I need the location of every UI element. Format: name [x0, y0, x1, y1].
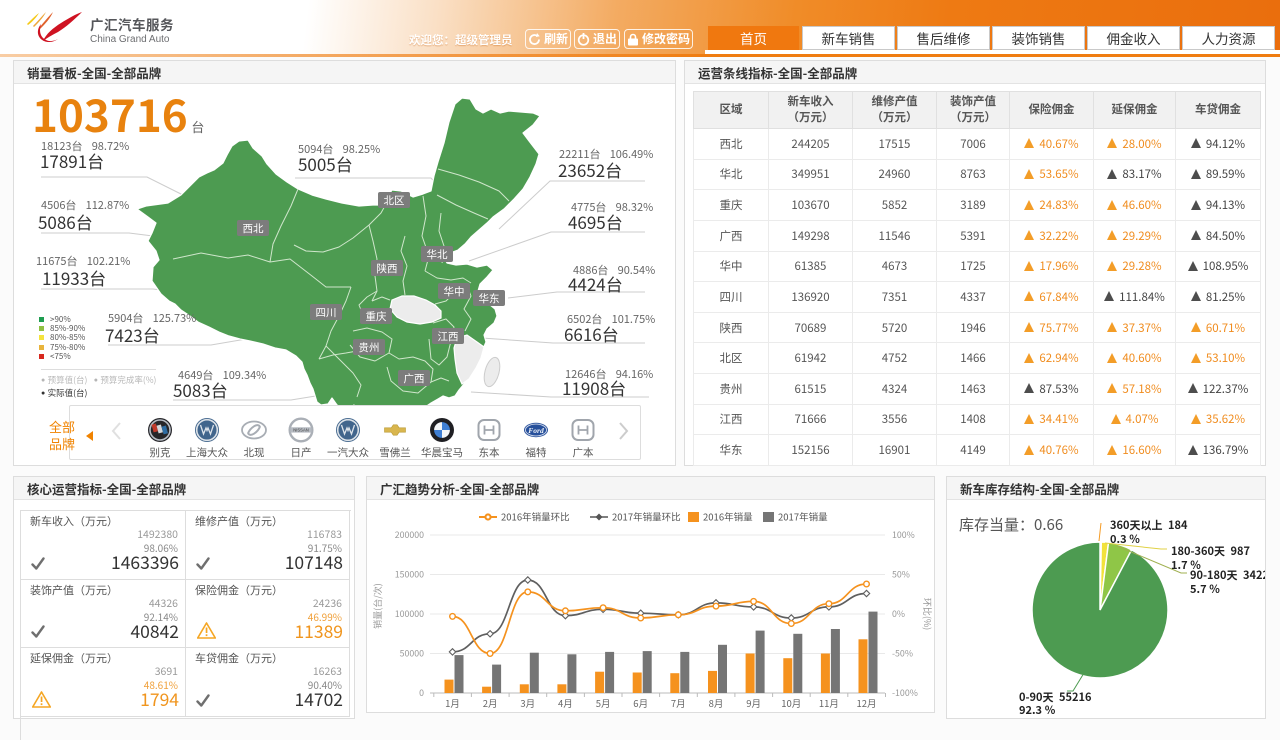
svg-text:0-90天 55216: 0-90天 55216: [1019, 689, 1092, 705]
svg-text:0%: 0%: [892, 607, 905, 620]
svg-text:NISSAN: NISSAN: [293, 427, 309, 432]
svg-text:Ford: Ford: [528, 426, 544, 435]
svg-text:2017年销量: 2017年销量: [778, 510, 828, 524]
svg-text:西北: 西北: [243, 221, 264, 236]
svg-text:-50%: -50%: [892, 647, 913, 660]
svg-text:2016年销量: 2016年销量: [703, 510, 753, 524]
svg-text:2016年销量环比: 2016年销量环比: [501, 510, 570, 524]
svg-text:360天以上 184: 360天以上 184: [1110, 517, 1188, 533]
svg-text:11月: 11月: [819, 696, 839, 710]
svg-text:0.3 %: 0.3 %: [1110, 531, 1140, 547]
svg-text:100000: 100000: [395, 607, 424, 620]
svg-text:4月: 4月: [558, 696, 573, 710]
svg-text:92.3 %: 92.3 %: [1019, 702, 1056, 718]
svg-text:150000: 150000: [395, 568, 424, 581]
svg-text:四川: 四川: [316, 305, 337, 320]
svg-text:90-180天 3422: 90-180天 3422: [1190, 567, 1265, 583]
svg-text:10月: 10月: [781, 696, 801, 710]
svg-text:9月: 9月: [746, 696, 761, 710]
svg-text:3月: 3月: [520, 696, 535, 710]
svg-text:重庆: 重庆: [366, 309, 387, 324]
svg-text:180-360天 987: 180-360天 987: [1171, 543, 1250, 559]
svg-text:环比(%): 环比(%): [921, 598, 934, 630]
svg-text:6月: 6月: [633, 696, 648, 710]
svg-text:北区: 北区: [384, 193, 405, 208]
svg-text:华中: 华中: [444, 284, 465, 299]
svg-text:广西: 广西: [404, 371, 425, 386]
svg-text:1.7 %: 1.7 %: [1171, 557, 1201, 573]
svg-text:50000: 50000: [400, 647, 425, 660]
svg-text:江西: 江西: [438, 329, 459, 344]
svg-text:100%: 100%: [892, 528, 915, 541]
svg-text:贵州: 贵州: [359, 340, 380, 355]
svg-text:-100%: -100%: [892, 686, 918, 699]
svg-text:华北: 华北: [427, 247, 448, 262]
svg-text:7月: 7月: [671, 696, 686, 710]
svg-text:12月: 12月: [856, 696, 876, 710]
svg-text:2月: 2月: [483, 696, 498, 710]
svg-text:5.7 %: 5.7 %: [1190, 581, 1220, 597]
svg-text:销量(台/次): 销量(台/次): [371, 583, 384, 629]
svg-text:5月: 5月: [596, 696, 611, 710]
svg-text:1月: 1月: [445, 696, 460, 710]
svg-text:陕西: 陕西: [377, 261, 398, 276]
svg-text:0: 0: [419, 686, 424, 699]
svg-text:华东: 华东: [479, 291, 500, 306]
svg-text:200000: 200000: [395, 528, 424, 541]
svg-text:50%: 50%: [892, 568, 910, 581]
svg-text:2017年销量环比: 2017年销量环比: [612, 510, 681, 524]
svg-text:8月: 8月: [709, 696, 724, 710]
